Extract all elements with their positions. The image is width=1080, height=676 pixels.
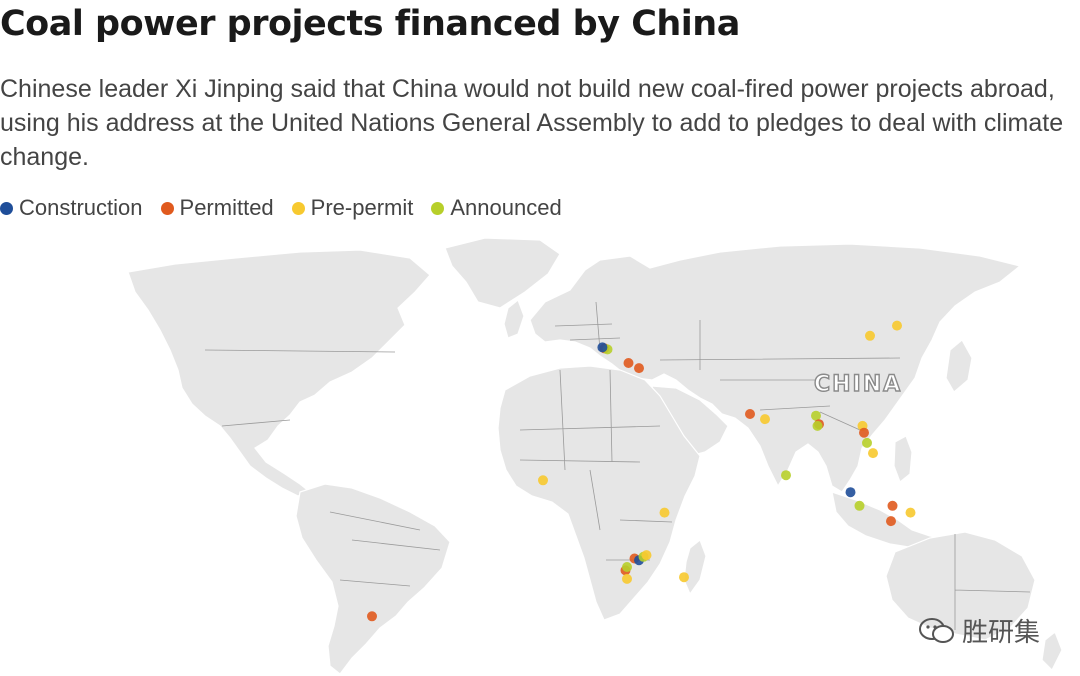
project-marker-announced-11 [812, 420, 823, 431]
project-marker-announced-18 [854, 500, 865, 511]
legend-label-construction: Construction [19, 195, 143, 220]
project-marker-pre-permit-31 [679, 572, 689, 583]
watermark-text: 胜研集 [962, 618, 1041, 648]
project-markers [367, 320, 916, 622]
project-marker-pre-permit-30 [622, 573, 632, 584]
legend-marker-permitted [160, 201, 174, 215]
legend-item-construction: Construction [0, 194, 143, 222]
border-us-canada [204, 349, 396, 353]
project-marker-construction-2 [597, 342, 608, 353]
project-marker-pre-permit-27 [641, 550, 652, 561]
legend-label-announced: Announced [450, 195, 562, 220]
land-masses [127, 237, 1063, 675]
project-marker-permitted-32 [367, 611, 377, 622]
china-label: CHINA [814, 372, 902, 397]
project-marker-announced-16 [781, 470, 791, 481]
project-marker-announced-29 [622, 562, 632, 572]
new-zealand [1041, 631, 1063, 672]
project-marker-permitted-7 [745, 409, 755, 419]
project-marker-announced-9 [811, 410, 821, 421]
border-australia [954, 534, 1031, 630]
project-marker-announced-14 [862, 437, 872, 448]
chat-bubble-icon [919, 617, 954, 643]
madagascar [683, 539, 707, 596]
border-africa-north [519, 369, 673, 561]
south-america [295, 483, 451, 675]
australia [885, 531, 1036, 641]
philippines [893, 435, 913, 483]
project-marker-permitted-21 [886, 516, 896, 527]
greenland [444, 237, 561, 309]
watermark: 胜研集 [918, 612, 1040, 649]
project-marker-pre-permit-15 [868, 448, 878, 459]
legend-item-pre-permit: Pre-permit [291, 194, 414, 222]
legend: Construction Permitted Pre-permit Announ… [0, 194, 562, 222]
border-europe [554, 301, 621, 351]
north-america [127, 249, 431, 497]
border-us-mexico [221, 419, 291, 427]
border-south-america [329, 511, 441, 587]
legend-marker-announced [431, 201, 445, 215]
project-marker-permitted-19 [887, 500, 898, 511]
legend-marker-construction [0, 201, 13, 215]
project-marker-permitted-4 [634, 363, 644, 374]
project-marker-pre-permit-5 [865, 330, 875, 341]
project-marker-permitted-13 [859, 427, 869, 438]
project-marker-construction-17 [845, 487, 856, 498]
chart-title: Coal power projects financed by China [0, 4, 740, 44]
chart-subtitle: Chinese leader Xi Jinping said that Chin… [0, 75, 1064, 171]
legend-item-announced: Announced [431, 194, 562, 222]
project-marker-pre-permit-20 [905, 507, 916, 518]
japan [945, 339, 973, 393]
border-lines [204, 301, 1031, 630]
world-map: CHINA [127, 237, 1063, 675]
legend-label-pre-permit: Pre-permit [310, 195, 414, 220]
legend-marker-pre-permit [291, 201, 305, 215]
legend-label-permitted: Permitted [179, 195, 274, 220]
great-britain [503, 299, 525, 339]
project-marker-permitted-3 [623, 358, 634, 368]
project-marker-pre-permit-22 [538, 475, 548, 486]
project-marker-pre-permit-8 [760, 414, 770, 425]
border-asia [659, 320, 901, 431]
legend-item-permitted: Permitted [160, 194, 274, 222]
project-marker-pre-permit-6 [892, 320, 902, 331]
project-marker-pre-permit-23 [659, 507, 670, 518]
